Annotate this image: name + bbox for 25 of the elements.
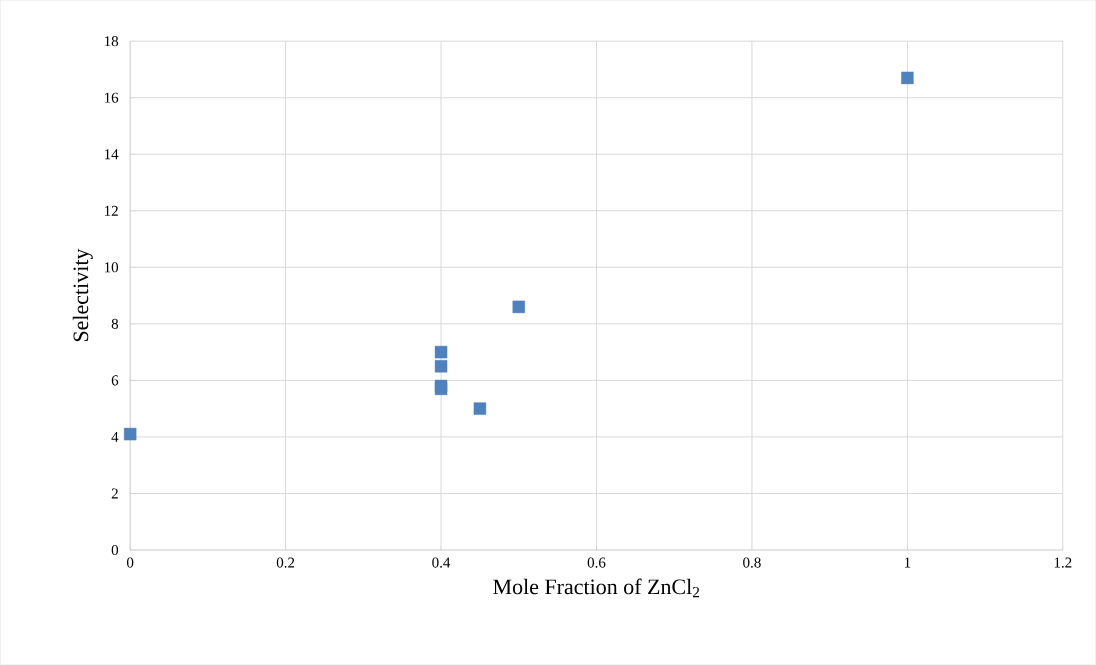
x-tick-label: 1 <box>904 557 911 568</box>
y-axis-title: Selectivity <box>72 248 93 342</box>
point <box>434 345 448 359</box>
y-tick-label: 8 <box>111 318 119 329</box>
point <box>123 427 137 441</box>
x-tick-label: 0.2 <box>276 557 295 568</box>
point <box>512 300 525 314</box>
x-tick-label: 0.6 <box>587 557 606 568</box>
x-tick-label: 0.8 <box>743 557 761 568</box>
x-tick-label: 1.2 <box>1054 557 1072 568</box>
y-tick-label: 6 <box>111 375 119 386</box>
y-tick-label: 2 <box>111 488 118 499</box>
y-tick-label: 16 <box>104 92 119 103</box>
point <box>434 359 448 373</box>
y-tick-label: 0 <box>111 544 119 555</box>
x-axis-title: Mole Fraction of ZnCl$_{2}$ <box>493 578 700 598</box>
y-tick-label: 12 <box>104 205 118 216</box>
point <box>473 402 487 415</box>
y-tick-label: 4 <box>111 431 119 442</box>
point <box>901 71 914 85</box>
y-tick-label: 18 <box>104 36 119 47</box>
y-tick-label: 14 <box>104 149 119 160</box>
y-tick-label: 10 <box>104 262 119 273</box>
x-tick-label: 0.4 <box>432 557 451 568</box>
x-tick-label: 0 <box>126 557 134 568</box>
